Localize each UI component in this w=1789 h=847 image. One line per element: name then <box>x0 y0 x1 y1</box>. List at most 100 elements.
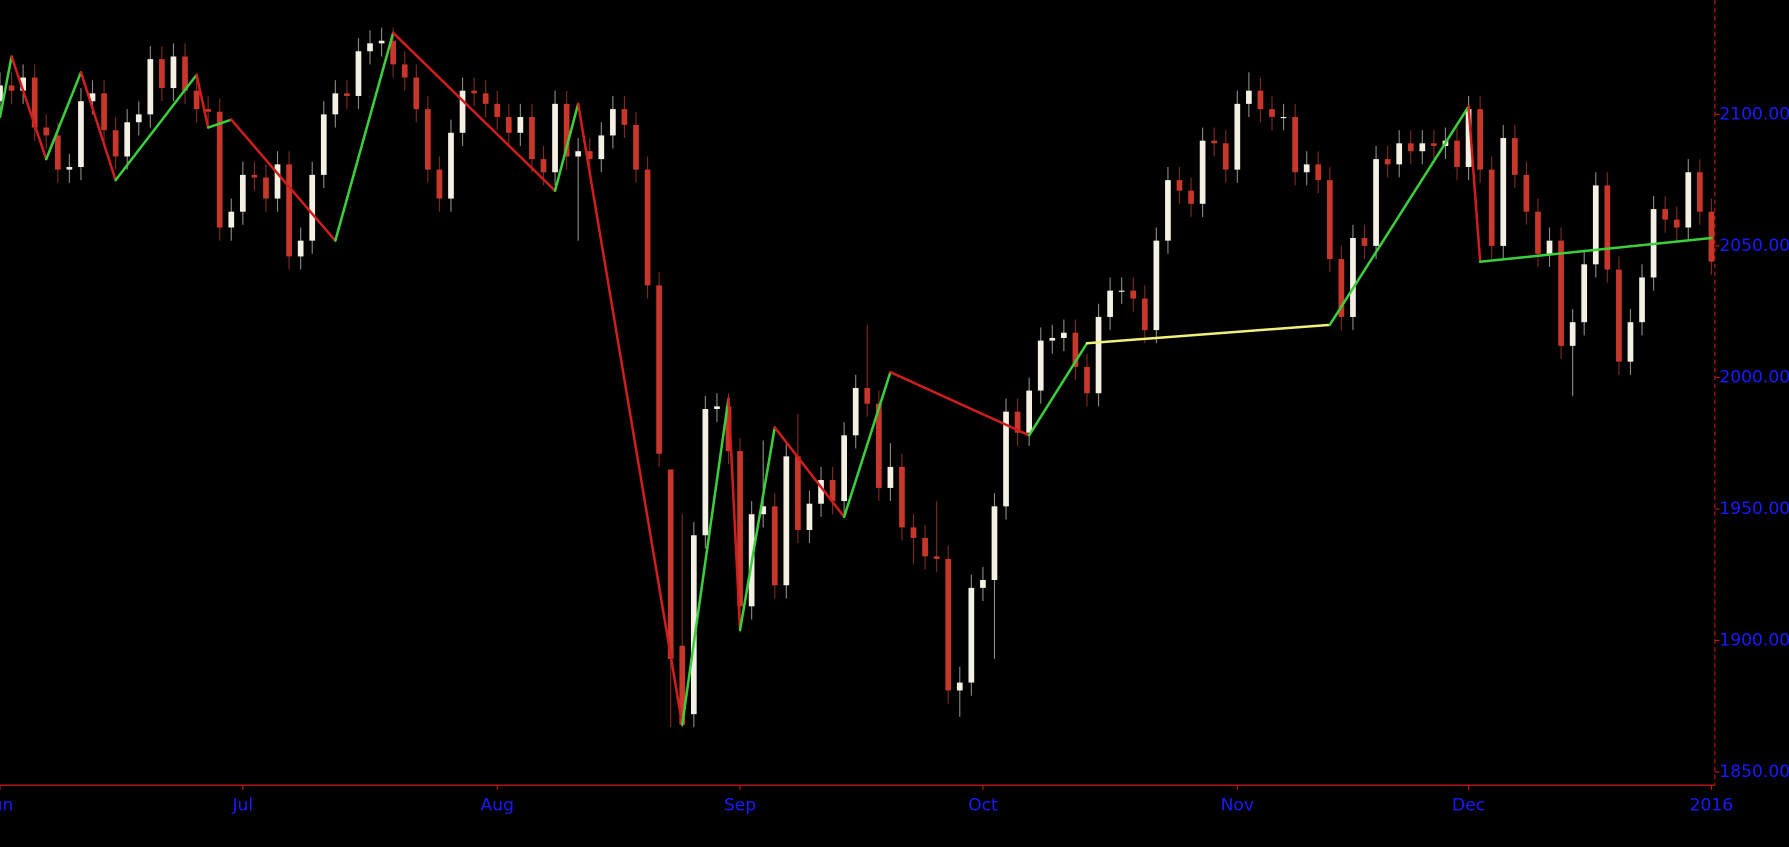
candle-body <box>980 579 986 588</box>
candle-body <box>425 109 431 170</box>
candle-body <box>286 164 292 257</box>
candle-body <box>1118 290 1125 292</box>
candle-body <box>66 166 73 170</box>
candle-body <box>795 456 801 531</box>
candle-body <box>378 40 385 44</box>
candle-body <box>1431 143 1437 146</box>
candle-body <box>1361 238 1368 246</box>
candle-body <box>471 90 477 94</box>
candle-body <box>448 132 454 199</box>
candle-body <box>945 558 952 691</box>
candle-body <box>1003 411 1009 507</box>
candle-body <box>135 114 142 123</box>
candle-body <box>1141 298 1148 331</box>
candle-body <box>1500 138 1507 246</box>
candle-body <box>1419 143 1426 152</box>
candle-body <box>633 124 639 170</box>
candle-body <box>159 59 165 89</box>
candle-body <box>78 101 84 167</box>
candle-body <box>690 535 697 715</box>
candle-body <box>355 51 362 96</box>
candle-body <box>679 645 686 725</box>
y-tick-label: 2000.00 <box>1719 367 1789 387</box>
x-tick-label: Sep <box>724 796 756 816</box>
candle-body <box>1696 172 1703 212</box>
candle-body <box>968 587 975 683</box>
candle-body <box>1084 366 1090 394</box>
candle-body <box>309 174 316 241</box>
candle-body <box>933 556 940 559</box>
candle-body <box>101 93 107 131</box>
candle-body <box>482 93 489 104</box>
candle-body <box>1130 290 1137 299</box>
candle-body <box>205 109 211 112</box>
candle-body <box>459 90 466 133</box>
x-tick-label: Dec <box>1452 796 1485 816</box>
zigzag-segment <box>553 102 580 192</box>
candle-body <box>1558 240 1564 346</box>
candle-body <box>852 387 859 436</box>
zigzag-segment <box>738 426 777 632</box>
candle-body <box>1014 411 1021 433</box>
candle-body <box>297 240 304 257</box>
candle-body <box>1153 240 1160 331</box>
candle-body <box>1315 164 1322 181</box>
candle-body <box>170 56 177 89</box>
candle-body <box>610 109 616 136</box>
candle-body <box>806 503 813 531</box>
candle-body <box>656 285 662 454</box>
candle-body <box>864 387 871 404</box>
candle-body <box>1639 277 1645 323</box>
candle-body <box>1165 180 1171 241</box>
candle-body <box>1257 90 1264 110</box>
candle-body <box>1592 185 1599 265</box>
candle-body <box>1546 240 1553 254</box>
candle-body <box>552 103 558 173</box>
candle-body <box>1303 164 1310 173</box>
candle-body <box>586 151 593 160</box>
candle-body <box>124 122 131 157</box>
candle-body <box>702 409 709 536</box>
candle-body <box>1708 211 1715 262</box>
candle-body <box>1604 185 1611 270</box>
candle-body <box>1026 390 1033 433</box>
candle-body <box>216 111 223 228</box>
candle-body <box>1685 172 1692 228</box>
y-tick-label: 1950.00 <box>1719 499 1789 519</box>
candle-body <box>436 169 443 199</box>
candle-body <box>899 466 905 528</box>
candle-body <box>1049 337 1056 341</box>
y-tick-label: 2050.00 <box>1719 236 1789 256</box>
candle-body <box>1176 180 1183 191</box>
candle-body <box>274 164 281 199</box>
candle-body <box>1627 322 1634 362</box>
candle-body <box>193 90 200 110</box>
candle-body <box>517 117 524 133</box>
candle-body <box>644 169 651 286</box>
x-tick-label: Aug <box>481 796 514 816</box>
candle-body <box>575 151 582 157</box>
zigzag-segment <box>195 73 210 129</box>
candle-body <box>1292 117 1298 173</box>
candle-body <box>598 135 605 160</box>
candle-body <box>829 480 836 502</box>
candle-body <box>1673 219 1680 228</box>
candle-body <box>239 174 246 212</box>
candle-body <box>1338 259 1345 317</box>
candle-body <box>563 103 570 157</box>
candle-body <box>1488 169 1495 246</box>
zigzag-segment <box>230 118 337 242</box>
candle-body <box>1199 140 1206 204</box>
candle-body <box>1373 159 1379 246</box>
candle-body <box>1569 322 1576 346</box>
candle-body <box>1535 211 1541 254</box>
candle-body <box>1350 238 1356 317</box>
candle-body <box>1454 140 1460 167</box>
candle-body <box>737 451 743 607</box>
candle-body <box>875 403 882 488</box>
candle-body <box>413 77 420 110</box>
candle-body <box>760 506 767 515</box>
candle-body <box>621 109 628 125</box>
